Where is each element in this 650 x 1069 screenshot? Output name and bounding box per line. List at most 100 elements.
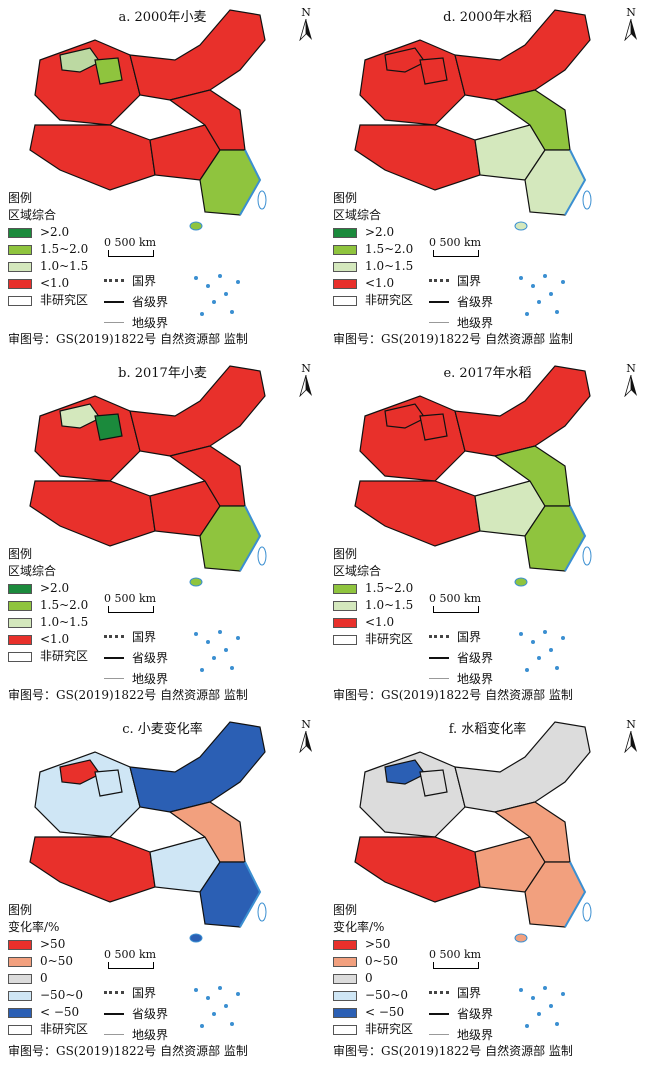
- national-boundary: 国界: [104, 626, 168, 647]
- north-arrow-icon: N: [620, 6, 642, 44]
- hainan-island: [189, 221, 203, 231]
- legend-swatch: [333, 973, 357, 984]
- legend-item: 1.0~1.5: [8, 258, 88, 275]
- legend-label: <1.0: [365, 615, 395, 629]
- legend-item: <1.0: [8, 275, 88, 292]
- prefectural-boundary: 地级界: [429, 668, 493, 689]
- map-region: [59, 47, 101, 73]
- legend-swatch: [333, 939, 357, 950]
- legend-title: 区域综合: [333, 208, 382, 222]
- taiwan-island: [582, 546, 592, 566]
- prefectural-boundary: 地级界: [429, 312, 493, 333]
- provincial-boundary: 省级界: [429, 1003, 493, 1024]
- legend-label: 非研究区: [365, 632, 414, 646]
- legend-title: 变化率/%: [8, 920, 60, 934]
- hainan-island: [514, 577, 528, 587]
- legend-label: >2.0: [40, 225, 70, 239]
- scale-bar: 0 500 km: [104, 948, 156, 969]
- legend-label: >2.0: [365, 225, 395, 239]
- boundary-legend: 国界 省级界 地级界: [104, 270, 168, 333]
- map-region: [454, 721, 591, 813]
- review-number: 审图号：GS(2019)1822号 自然资源部 监制: [8, 1044, 248, 1058]
- south-china-sea-inset: [519, 274, 565, 316]
- legend-label: 非研究区: [40, 1022, 89, 1036]
- legend-title: 变化率/%: [333, 920, 385, 934]
- national-boundary: 国界: [429, 982, 493, 1003]
- legend-label: 1.5~2.0: [365, 242, 414, 256]
- national-boundary-line: [104, 279, 124, 282]
- legend-swatch: [8, 1024, 32, 1035]
- legend-label: −50~0: [365, 988, 409, 1002]
- prefectural-boundary-line: [429, 1034, 449, 1035]
- legend-item: 1.5~2.0: [333, 580, 413, 597]
- coastline: [564, 505, 587, 572]
- prefectural-boundary-label: 地级界: [132, 671, 169, 686]
- legend-label: 0~50: [365, 954, 398, 968]
- legend-swatch: [8, 583, 32, 594]
- legend-swatch: [8, 278, 32, 289]
- legend-item: 1.0~1.5: [8, 614, 88, 631]
- south-china-sea-inset: [519, 630, 565, 672]
- provincial-boundary-line: [104, 300, 124, 303]
- boundary-legend: 国界 省级界 地级界: [429, 270, 493, 333]
- legend-label: 非研究区: [40, 649, 89, 663]
- map-panel-wheat-change: c. 小麦变化率 N 图例 变化率/% >50 0~50 0 −50~0 < −50 非研究区 0 …: [0, 712, 325, 1068]
- panel-title: f. 水稻变化率: [448, 722, 527, 737]
- legend-swatch: [8, 939, 32, 950]
- provincial-boundary-label: 省级界: [132, 650, 169, 665]
- hainan-island: [189, 577, 203, 587]
- legend-swatch: [8, 973, 32, 984]
- scale-label: 0 500 km: [104, 592, 157, 605]
- legend-label: 非研究区: [365, 1022, 414, 1036]
- north-arrow-icon: N: [295, 6, 317, 44]
- map-region: [29, 836, 156, 903]
- legend-item: 0: [333, 970, 413, 987]
- national-boundary-line: [104, 635, 124, 638]
- review-number: 审图号：GS(2019)1822号 自然资源部 监制: [8, 332, 248, 346]
- map-region: [384, 759, 426, 785]
- boundary-legend: 国界省级界地级界: [104, 626, 168, 689]
- provincial-boundary-label: 省级界: [132, 294, 169, 309]
- map-region: [59, 403, 101, 429]
- legend-swatch: [333, 634, 357, 645]
- legend-item: 1.5~2.0: [8, 241, 88, 258]
- legend-item: 0: [8, 970, 88, 987]
- legend-swatch: [333, 295, 357, 306]
- taiwan-island: [257, 546, 267, 566]
- legend: 图例 区域综合 >2.0 1.5~2.0 1.0~1.5 <1.0 非研究区: [8, 546, 88, 665]
- legend-label: 1.5~2.0: [40, 598, 89, 612]
- hainan-island: [514, 221, 528, 231]
- legend-heading: 图例: [8, 903, 33, 917]
- south-china-sea-inset: [194, 630, 240, 672]
- legend-item: 非研究区: [8, 648, 88, 665]
- map-panel-rice-change: f. 水稻变化率 N 图例 变化率/% >50 0~50 0 −50~0 < −50 非研究区 0 …: [325, 712, 650, 1068]
- china-map: [354, 9, 592, 231]
- national-boundary-label: 国界: [457, 273, 482, 288]
- north-arrow-icon: N: [620, 362, 642, 400]
- map-region: [129, 721, 266, 813]
- hainan-island: [189, 933, 203, 943]
- scale-label: 0 500 km: [429, 236, 482, 249]
- north-arrow-icon: N: [295, 362, 317, 400]
- south-china-sea-inset: [194, 274, 240, 316]
- provincial-boundary-label: 省级界: [457, 1006, 494, 1021]
- legend-swatch: [333, 244, 357, 255]
- china-map: [354, 365, 592, 587]
- china-map: [29, 721, 267, 943]
- review-number: 审图号：GS(2019)1822号 自然资源部 监制: [333, 332, 573, 346]
- legend-item: <1.0: [333, 275, 413, 292]
- scale-bar-line: [108, 250, 154, 257]
- review-number: 审图号：GS(2019)1822号 自然资源部 监制: [333, 1044, 573, 1058]
- provincial-boundary-line: [104, 1012, 124, 1015]
- scale-bar: 0 500 km: [104, 236, 156, 257]
- scale-bar: 0 500 km: [429, 236, 482, 257]
- taiwan-island: [582, 902, 592, 922]
- legend-item: >2.0: [8, 224, 88, 241]
- legend-swatch: [333, 227, 357, 238]
- prefectural-boundary-line: [429, 322, 449, 323]
- panel-title: c. 小麦变化率: [122, 722, 203, 737]
- legend-swatch: [8, 227, 32, 238]
- provincial-boundary-label: 省级界: [457, 650, 494, 665]
- panel-title: e. 2017年水稻: [443, 366, 532, 381]
